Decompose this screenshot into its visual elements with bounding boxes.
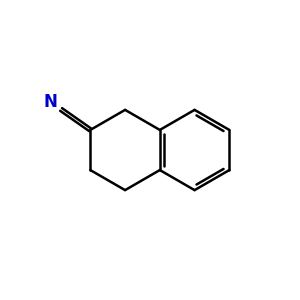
Text: N: N (44, 93, 58, 111)
